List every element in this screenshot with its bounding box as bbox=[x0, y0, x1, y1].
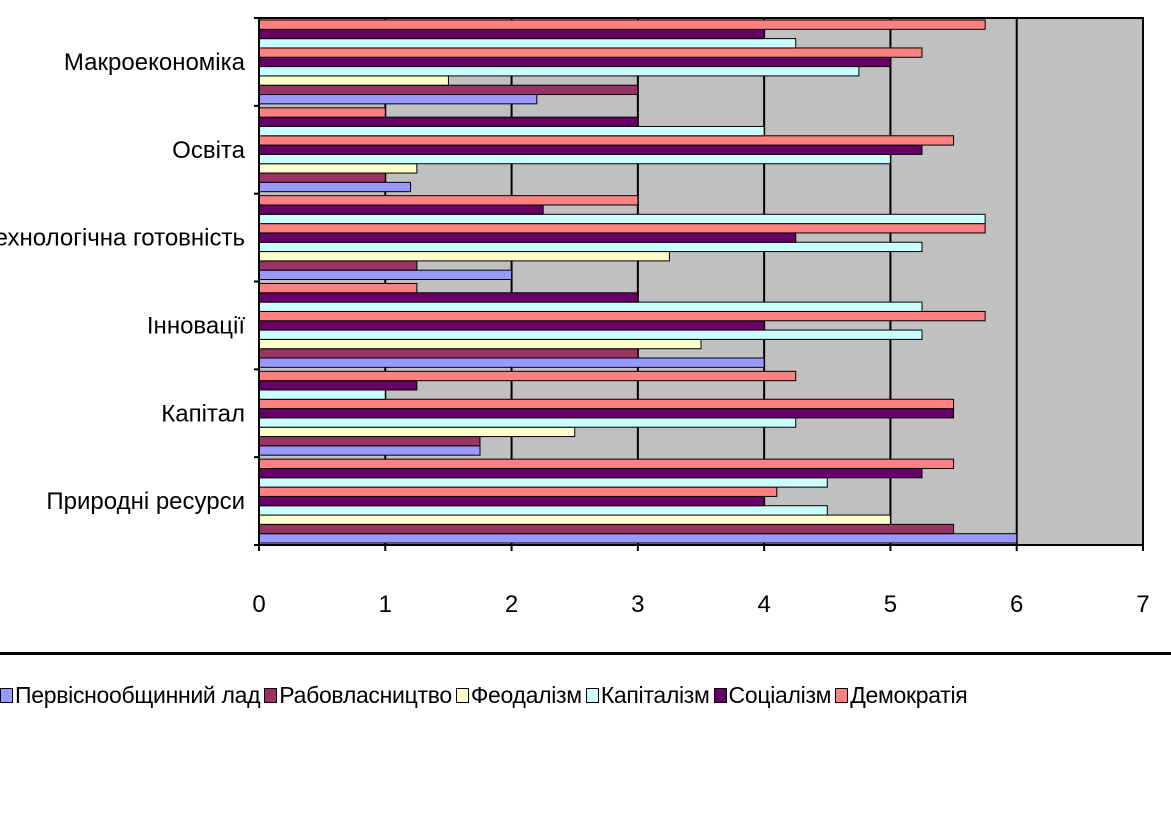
plot-background bbox=[258, 17, 1144, 546]
bar-extra-2 bbox=[258, 116, 639, 127]
bar-1 bbox=[258, 533, 1018, 544]
bar-4 bbox=[258, 329, 923, 340]
legend-item: Демократія bbox=[835, 681, 968, 709]
bar-extra-2 bbox=[258, 292, 639, 303]
bar-chart: 0 1 2 3 4 5 6 7 Природні ресурси Капітал Інноваці… bbox=[0, 17, 1150, 618]
bar-1 bbox=[258, 357, 765, 368]
bar-1 bbox=[258, 94, 538, 105]
bar-2 bbox=[258, 348, 639, 359]
x-tick-label: 7 bbox=[1136, 591, 1149, 618]
bar-extra-2 bbox=[258, 467, 923, 479]
legend-item: Рабовласництво bbox=[264, 682, 452, 709]
bar-4 bbox=[258, 241, 923, 253]
bar-2 bbox=[258, 260, 418, 271]
legend-swatch-icon bbox=[264, 687, 278, 703]
legend-swatch-icon bbox=[835, 687, 849, 703]
bar-4 bbox=[258, 417, 797, 428]
legend-swatch-icon bbox=[585, 687, 599, 703]
bar-1 bbox=[258, 269, 513, 280]
legend-swatch-icon bbox=[455, 687, 469, 703]
bar-3 bbox=[258, 338, 702, 350]
bar-5 bbox=[258, 320, 765, 331]
bar-extra-3 bbox=[258, 195, 639, 206]
bar-extra-1 bbox=[258, 125, 765, 137]
bar-5 bbox=[258, 232, 797, 243]
bar-3 bbox=[258, 514, 891, 525]
bar-extra-3 bbox=[258, 283, 418, 294]
legend-item: Соціалізм bbox=[713, 681, 832, 709]
legend-item: Феодалізм bbox=[455, 681, 582, 709]
x-tick-label: 2 bbox=[505, 591, 518, 618]
bar-extra-1 bbox=[258, 389, 386, 400]
x-tick-label: 5 bbox=[884, 591, 897, 618]
legend-swatch-icon bbox=[713, 687, 727, 703]
bar-extra-1 bbox=[258, 38, 797, 49]
bars bbox=[258, 19, 1018, 544]
bar-extra-3 bbox=[258, 370, 797, 382]
bar-3 bbox=[258, 426, 576, 438]
category-label: Капітал bbox=[161, 400, 245, 427]
legend-label: Рабовласництво bbox=[279, 681, 452, 708]
bar-4 bbox=[258, 66, 860, 77]
legend-swatch-icon bbox=[0, 687, 13, 703]
category-label: Технологічна готовність bbox=[0, 225, 245, 252]
legend-label: Капіталізм bbox=[600, 681, 710, 708]
bar-extra-3 bbox=[258, 19, 986, 30]
category-label: Природні ресурси bbox=[46, 488, 245, 515]
bar-3 bbox=[258, 75, 449, 86]
bar-6 bbox=[258, 398, 955, 410]
bar-extra-1 bbox=[258, 477, 828, 488]
category-labels: Природні ресурси Капітал Інновації Технолог… bbox=[0, 49, 246, 515]
bar-6 bbox=[258, 486, 778, 497]
bar-5 bbox=[258, 495, 765, 507]
bar-3 bbox=[258, 251, 670, 262]
separator-line bbox=[0, 652, 1171, 655]
x-tick-label: 4 bbox=[757, 591, 770, 618]
bar-extra-2 bbox=[258, 28, 765, 40]
x-tick-label: 0 bbox=[252, 591, 265, 618]
category-label: Макроекономіка bbox=[64, 49, 246, 76]
bar-4 bbox=[258, 505, 828, 516]
x-tick-label: 3 bbox=[631, 591, 644, 618]
bar-extra-3 bbox=[258, 107, 386, 118]
bar-1 bbox=[258, 181, 412, 193]
legend-label: Демократія bbox=[850, 681, 968, 708]
bar-2 bbox=[258, 436, 481, 447]
bar-2 bbox=[258, 172, 386, 183]
axes bbox=[254, 17, 1144, 551]
x-tick-labels: 0 1 2 3 4 5 6 7 bbox=[252, 591, 1149, 618]
plot-area bbox=[258, 17, 1144, 546]
bar-extra-1 bbox=[258, 301, 923, 312]
x-tick-label: 6 bbox=[1010, 591, 1023, 618]
legend: Первіснообщинний лад Рабовласництво Феод… bbox=[0, 667, 1171, 723]
bar-extra-3 bbox=[258, 458, 955, 469]
legend-item: Первіснообщинний лад bbox=[0, 681, 261, 709]
legend-item: Капіталізм bbox=[585, 681, 710, 709]
bar-6 bbox=[258, 47, 923, 58]
category-label: Інновації bbox=[147, 312, 245, 339]
x-tick-label: 1 bbox=[379, 591, 392, 618]
bar-2 bbox=[258, 84, 639, 96]
bar-6 bbox=[258, 135, 955, 146]
gridlines bbox=[384, 18, 1144, 545]
bar-6 bbox=[258, 223, 986, 234]
category-label: Освіта bbox=[172, 137, 245, 164]
bar-extra-2 bbox=[258, 204, 544, 215]
bar-5 bbox=[258, 144, 923, 155]
bar-4 bbox=[258, 153, 891, 165]
bar-5 bbox=[258, 56, 891, 68]
bar-6 bbox=[258, 310, 986, 322]
bar-2 bbox=[258, 523, 955, 535]
bar-extra-1 bbox=[258, 213, 986, 225]
bar-5 bbox=[258, 408, 955, 419]
legend-label: Феодалізм bbox=[470, 681, 582, 708]
bar-1 bbox=[258, 445, 481, 456]
bar-extra-2 bbox=[258, 380, 418, 391]
bar-3 bbox=[258, 163, 418, 174]
legend-label: Первіснообщинний лад bbox=[15, 681, 261, 708]
legend-label: Соціалізм bbox=[728, 681, 832, 708]
